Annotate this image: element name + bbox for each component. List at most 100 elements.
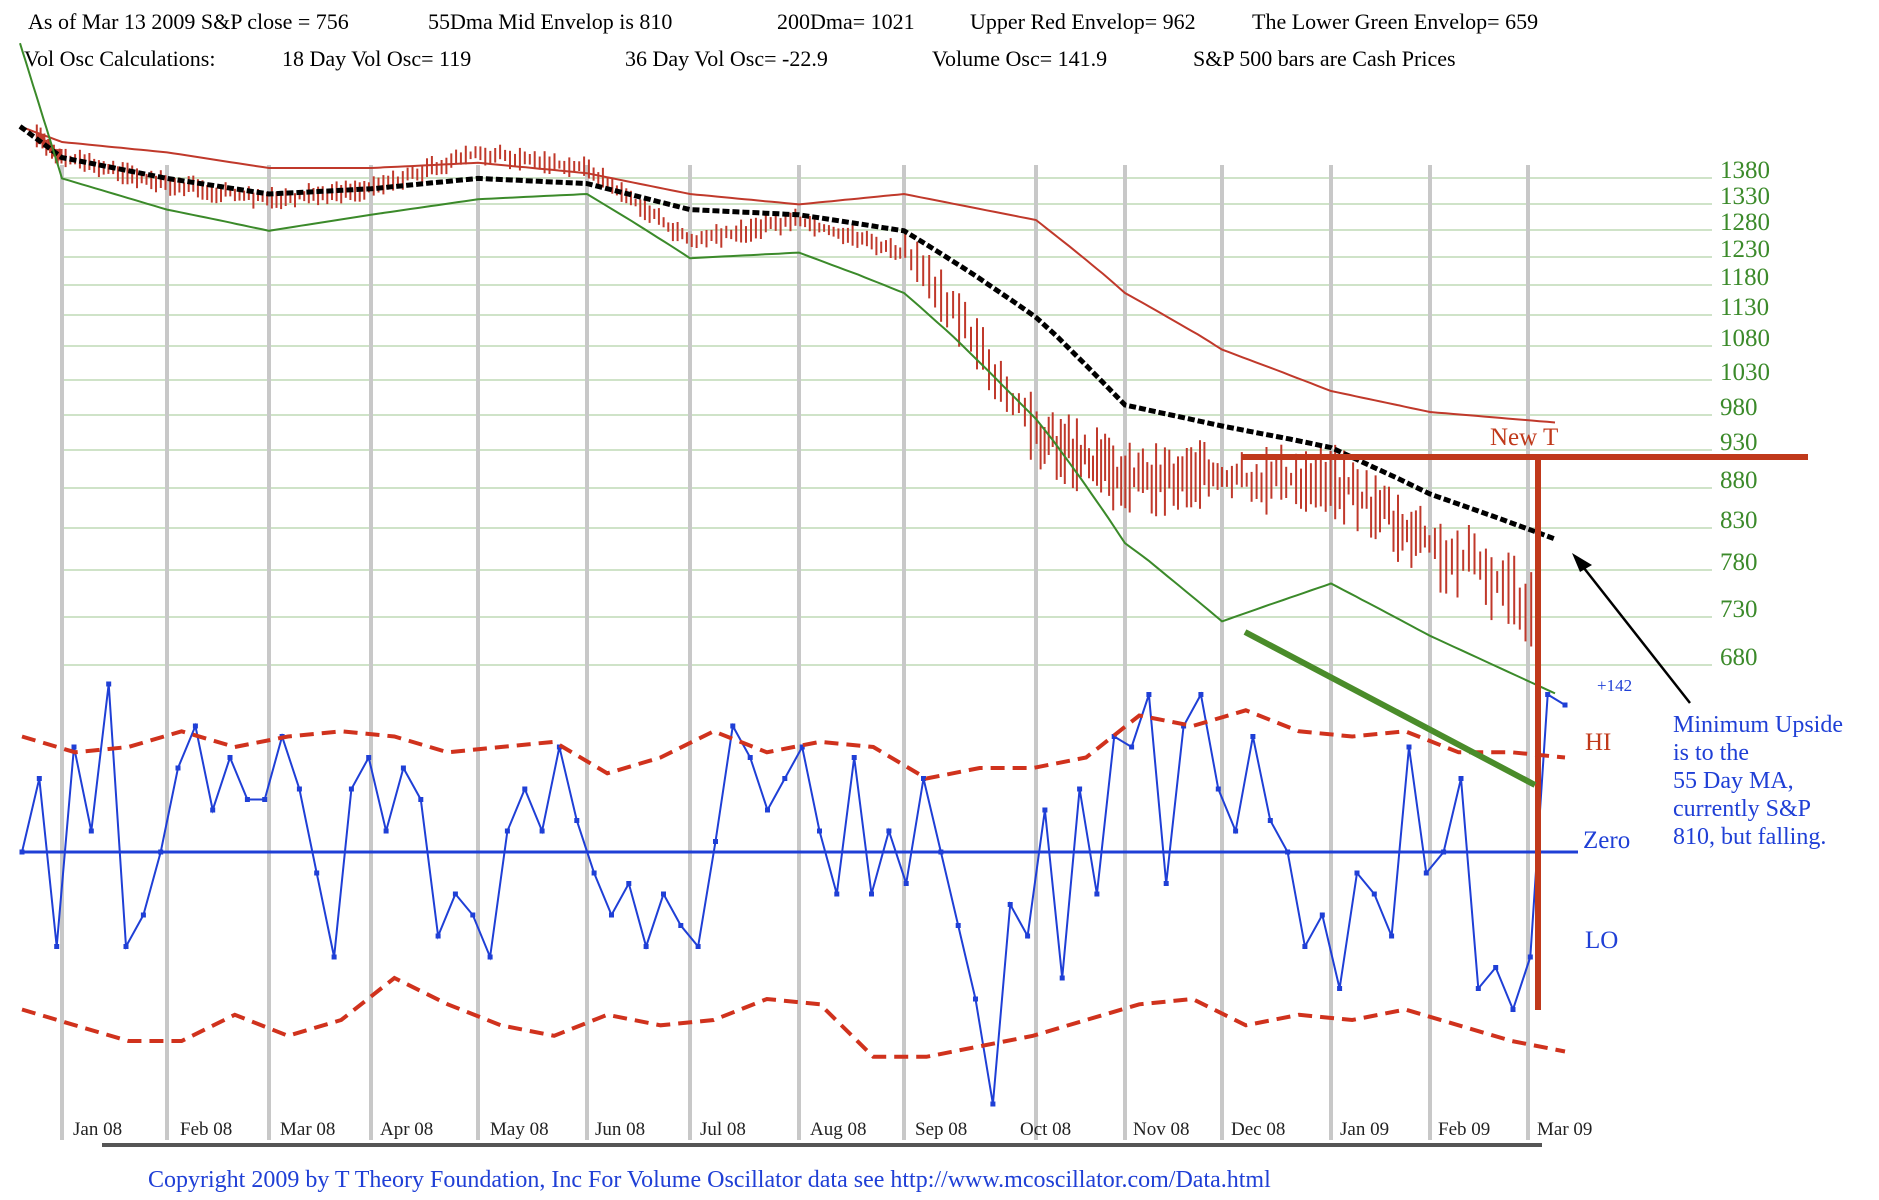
oscillator-point [1094, 891, 1100, 897]
note-line-1: Minimum Upside [1673, 712, 1843, 738]
price-tick-label: 1280 [1720, 209, 1770, 236]
oscillator-point [747, 755, 753, 760]
oscillator-point [1025, 933, 1031, 939]
arrow-head [1572, 553, 1592, 572]
oscillator-point [1250, 734, 1256, 739]
header-cash-prices-note: S&P 500 bars are Cash Prices [1193, 46, 1456, 71]
month-tick-label: Feb 09 [1438, 1119, 1490, 1140]
oscillator-point [539, 828, 545, 834]
month-axis-labels: Jan 08 Feb 08 Mar 08 Apr 08 May 08 Jun 08 Jul … [73, 1119, 1592, 1140]
oscillator-point [782, 776, 788, 781]
oscillator-point [1423, 870, 1429, 876]
hi-label: HI [1585, 729, 1611, 756]
oscillator-point [661, 891, 666, 897]
note-line-3: 55 Day MA, [1673, 768, 1794, 794]
month-tick-label: May 08 [490, 1119, 549, 1140]
oscillator-point [1354, 870, 1360, 876]
oscillator-point [158, 849, 164, 855]
oscillator-point [643, 944, 649, 949]
mid_ma-line [18, 124, 1556, 542]
oscillator-point [938, 849, 944, 855]
oscillator-point [175, 765, 181, 771]
oscillator-point [869, 891, 874, 897]
price-tick-label: 1380 [1720, 157, 1770, 184]
oscillator-point [1527, 954, 1533, 960]
oscillator-point [1267, 818, 1273, 823]
oscillator-point [626, 881, 632, 886]
oscillator-point [487, 954, 493, 960]
oscillator-point [366, 755, 372, 760]
oscillator-point [418, 797, 424, 802]
oscillator-point [574, 818, 580, 823]
header-vol-osc-title: Vol Osc Calculations: [24, 46, 215, 71]
header-18day-vol-osc: 18 Day Vol Osc= 119 [282, 46, 471, 71]
oscillator-point [244, 797, 250, 802]
lower_envelope-line [19, 42, 1556, 695]
bottom-axis-bar [102, 1143, 1542, 1147]
envelope-lines [18, 42, 1556, 695]
oscillator-point [36, 776, 42, 781]
price-tick-label: 780 [1720, 549, 1758, 576]
month-tick-label: Feb 08 [180, 1119, 232, 1140]
oscillator-point [1129, 744, 1135, 750]
oscillator-line [21, 683, 1566, 1105]
oscillator-point [1007, 902, 1013, 907]
oscillator-panel [19, 681, 1578, 1107]
month-tick-label: Mar 08 [280, 1119, 335, 1140]
header-55dma: 55Dma Mid Envelop is 810 [428, 9, 672, 34]
oscillator-point [452, 891, 458, 897]
oscillator-point [695, 944, 701, 949]
osc-trendline [1243, 629, 1537, 788]
price-tick-label: 1330 [1720, 183, 1770, 210]
header-volume-osc: Volume Osc= 141.9 [932, 46, 1107, 71]
month-tick-label: Nov 08 [1133, 1119, 1189, 1140]
oscillator-point [1562, 702, 1568, 708]
oscillator-point [851, 755, 857, 760]
month-divider-lines [60, 165, 1530, 1140]
price-tick-label: 880 [1720, 467, 1758, 494]
oscillator-point [1545, 692, 1551, 697]
zero-label: Zero [1583, 827, 1630, 854]
oscillator-point [1111, 734, 1117, 739]
arrow-line [1579, 562, 1691, 704]
price-tick-label: 680 [1720, 644, 1758, 671]
price-tick-label: 1230 [1720, 236, 1770, 263]
oscillator-point [400, 765, 406, 771]
note-line-2: is to the [1673, 740, 1749, 766]
oscillator-point [1285, 849, 1291, 855]
oscillator-point [609, 912, 614, 918]
oscillator-point [522, 786, 528, 792]
osc-value-label: +142 [1597, 676, 1632, 695]
oscillator-point [1198, 692, 1204, 697]
oscillator-point [903, 881, 909, 886]
oscillator-point [921, 776, 926, 781]
month-tick-label: Aug 08 [810, 1119, 866, 1140]
month-tick-label: Apr 08 [380, 1119, 433, 1140]
month-tick-label: Mar 09 [1537, 1119, 1592, 1140]
oscillator-point [1302, 944, 1308, 949]
oscillator-point [678, 923, 684, 928]
header-close: As of Mar 13 2009 S&P close = 756 [28, 9, 349, 34]
oscillator-point [1163, 881, 1169, 886]
oscillator-point [591, 870, 597, 876]
oscillator-point [1458, 776, 1464, 781]
price-gridlines [62, 177, 1712, 666]
oscillator-point [19, 849, 25, 855]
oscillator-point [817, 828, 822, 834]
oscillator-point [730, 723, 736, 729]
oscillator-point [1371, 891, 1377, 897]
oscillator-point [71, 744, 77, 750]
month-tick-label: Jun 08 [595, 1119, 645, 1140]
oscillator-point [54, 944, 60, 949]
oscillator-point [296, 786, 302, 792]
oscillator-point [106, 681, 112, 687]
oscillator-point [227, 755, 233, 760]
upper_envelope-line [19, 125, 1556, 424]
oscillator-point [765, 807, 770, 813]
oscillator-point [88, 828, 94, 834]
oscillator-point [1042, 807, 1048, 813]
oscillator-point [886, 828, 892, 834]
month-tick-label: Oct 08 [1020, 1119, 1071, 1140]
